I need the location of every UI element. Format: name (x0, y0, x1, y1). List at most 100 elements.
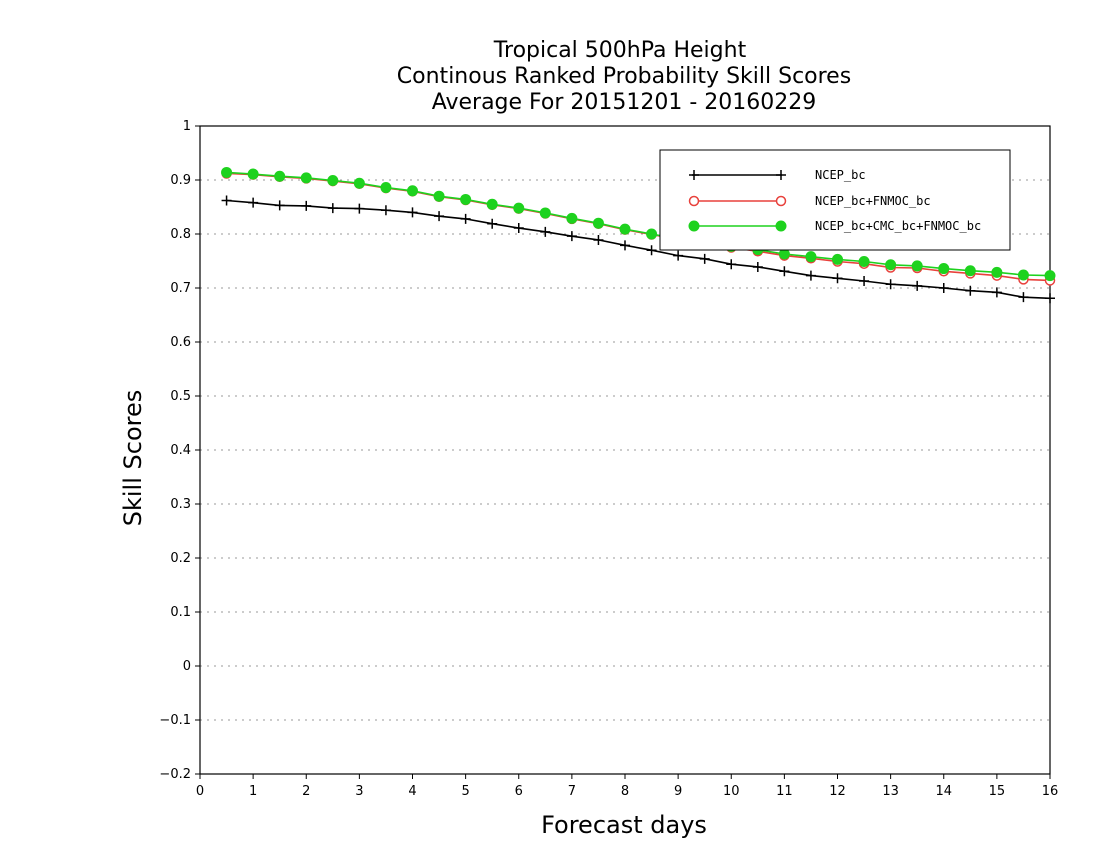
y-tick-label: 0.1 (170, 605, 191, 620)
data-point (460, 193, 472, 205)
x-tick-label: 4 (408, 784, 416, 799)
y-tick-label: −0.2 (159, 767, 191, 782)
title-line-3: Average For 20151201 - 20160229 (432, 90, 817, 115)
title-line-2: Continous Ranked Probability Skill Score… (397, 64, 851, 89)
data-point (885, 279, 896, 290)
data-point (779, 266, 790, 277)
data-point (1044, 270, 1056, 282)
data-point (912, 280, 923, 291)
legend: NCEP_bc NCEP_bc+FNMOC_bc NCEP_bc+CMC_bc+FN… (659, 149, 1011, 251)
x-tick-label: 11 (776, 784, 793, 799)
x-tick-label: 5 (461, 784, 469, 799)
data-point (380, 205, 391, 216)
data-point (221, 166, 233, 178)
data-point (646, 228, 658, 240)
data-point (327, 203, 338, 214)
data-point (247, 168, 259, 180)
x-tick-label: 13 (882, 784, 899, 799)
chart-title: Tropical 500hPa Height Continous Ranked … (397, 38, 851, 115)
data-point (513, 202, 525, 214)
data-point (354, 203, 365, 214)
x-tick-label: 0 (196, 784, 204, 799)
data-point (566, 212, 578, 224)
data-point (991, 287, 1002, 298)
x-tick-label: 1 (249, 784, 257, 799)
data-point (688, 220, 700, 232)
data-point (646, 245, 657, 256)
data-point (938, 263, 950, 275)
data-point (593, 234, 604, 245)
data-point (832, 253, 843, 265)
data-point (301, 200, 312, 211)
data-point (274, 170, 286, 182)
x-tick-label: 2 (302, 784, 310, 799)
x-axis: 0 1 2 3 4 5 6 7 8 9 10 11 12 13 14 15 16 (196, 774, 1058, 799)
data-point (805, 270, 816, 281)
data-point (380, 182, 392, 194)
data-point (965, 285, 976, 296)
data-point (991, 266, 1003, 278)
data-point (620, 240, 630, 251)
data-point (434, 211, 445, 222)
y-tick-label: 0.7 (170, 281, 191, 296)
data-point (1017, 269, 1029, 281)
data-point (353, 177, 365, 189)
data-point (938, 283, 949, 293)
data-point (300, 172, 312, 184)
series-0 (221, 195, 1055, 304)
y-tick-label: 1 (183, 119, 191, 134)
data-point (726, 259, 737, 270)
data-point (486, 198, 498, 210)
title-line-1: Tropical 500hPa Height (493, 38, 747, 63)
y-tick-label: 0.4 (170, 443, 191, 458)
data-point (689, 170, 699, 180)
y-axis-label: Skill Scores (119, 390, 147, 527)
x-tick-label: 3 (355, 784, 363, 799)
data-point (407, 185, 418, 197)
data-point (776, 170, 786, 180)
data-point (1018, 292, 1029, 303)
data-point (407, 207, 418, 218)
x-tick-label: 14 (935, 784, 952, 799)
gridlines (200, 179, 1050, 721)
data-point (775, 195, 787, 207)
x-tick-label: 7 (568, 784, 576, 799)
x-tick-label: 16 (1042, 784, 1059, 799)
x-tick-label: 10 (723, 784, 740, 799)
x-axis-label: Forecast days (541, 811, 707, 839)
data-point (805, 251, 817, 263)
y-tick-label: 0.5 (170, 389, 191, 404)
data-point (248, 197, 259, 208)
legend-label: NCEP_bc+FNMOC_bc (815, 194, 931, 208)
x-tick-label: 8 (621, 784, 629, 799)
legend-label: NCEP_bc (815, 168, 866, 182)
y-tick-label: −0.1 (159, 713, 191, 728)
data-point (460, 213, 471, 224)
data-point (775, 220, 787, 232)
y-tick-label: 0.6 (170, 335, 191, 350)
data-point (885, 259, 897, 271)
data-point (752, 261, 763, 272)
x-tick-label: 9 (674, 784, 682, 799)
y-axis: −0.2 −0.1 0 0.1 0.2 0.3 0.4 0.5 0.6 0.7 0.8 0.9 1 (159, 119, 200, 782)
legend-box (659, 149, 1011, 251)
data-point (221, 195, 232, 206)
y-tick-label: 0 (183, 659, 191, 674)
data-point (619, 223, 631, 235)
data-point (832, 273, 843, 284)
data-point (964, 265, 976, 277)
x-tick-label: 6 (515, 784, 523, 799)
data-point (859, 275, 870, 286)
data-point (274, 200, 285, 211)
data-point (858, 256, 870, 268)
y-tick-label: 0.3 (170, 497, 191, 512)
data-point (540, 226, 551, 237)
data-point (487, 218, 498, 229)
data-point (327, 175, 339, 187)
x-tick-label: 12 (829, 784, 846, 799)
data-point (911, 260, 923, 272)
x-tick-label: 15 (989, 784, 1006, 799)
data-point (1045, 293, 1055, 304)
